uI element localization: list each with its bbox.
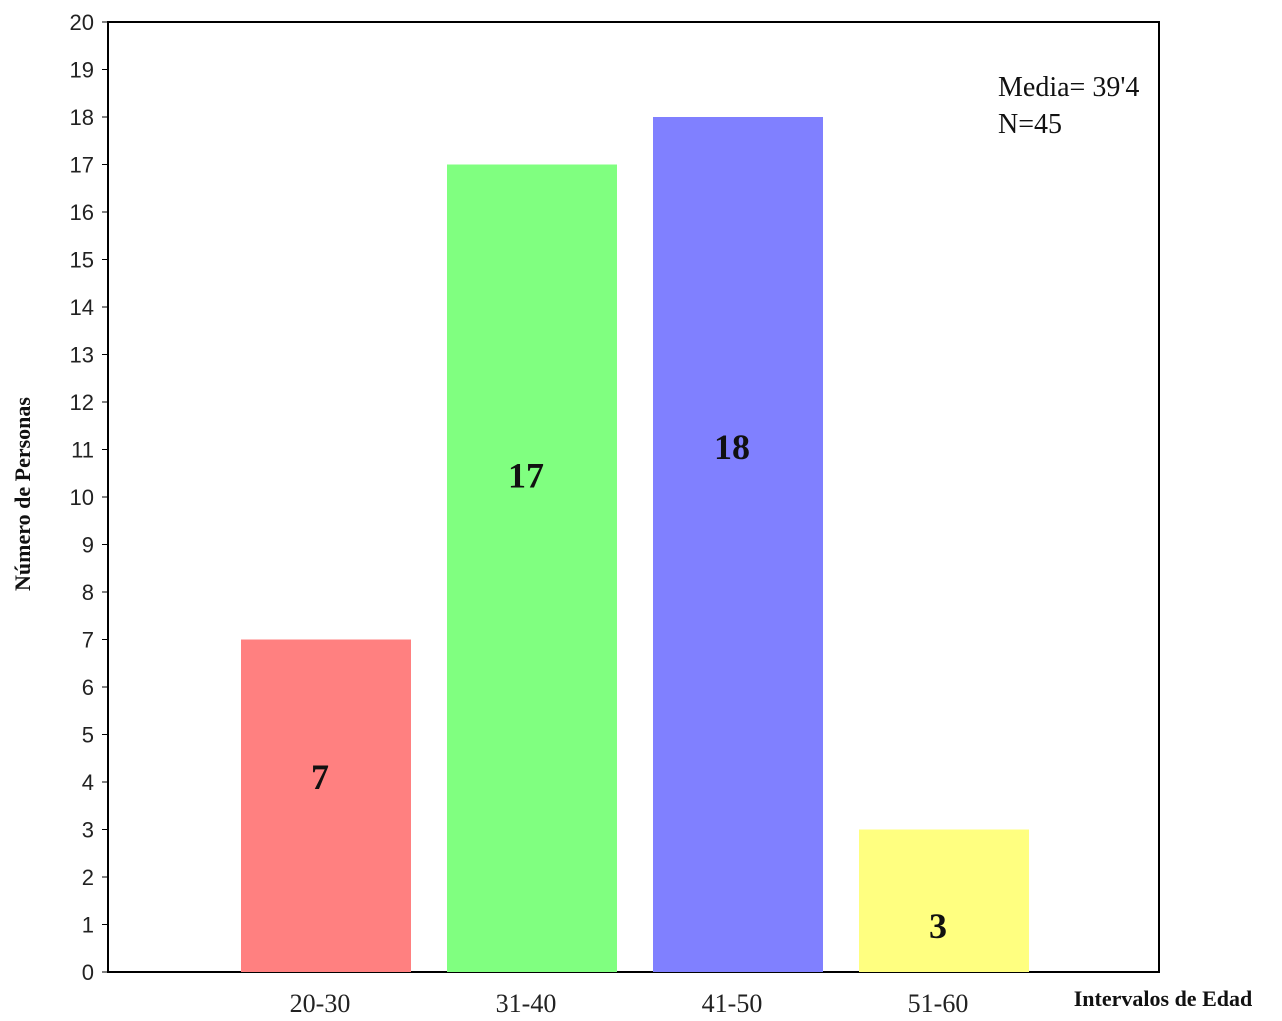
y-tick-label: 18 [70, 105, 94, 130]
y-tick-label: 11 [71, 438, 94, 463]
y-tick-label: 16 [70, 200, 94, 225]
x-ticks: 20-30 31-40 41-50 51-60 [290, 989, 969, 1018]
bar-31-40 [447, 164, 617, 972]
y-tick-label: 20 [70, 10, 94, 35]
y-tick-label: 14 [70, 295, 94, 320]
y-tick-label: 2 [82, 865, 94, 890]
data-label-41-50: 18 [714, 427, 750, 467]
y-tick-label: 3 [82, 818, 94, 843]
y-tick-label: 4 [82, 770, 94, 795]
y-tick-label: 17 [70, 153, 94, 178]
data-label-31-40: 17 [508, 456, 544, 496]
x-axis-title: Intervalos de Edad [1074, 986, 1252, 1011]
annotation-n: N=45 [998, 109, 1062, 140]
y-tick-label: 0 [82, 960, 94, 985]
y-tick-label: 6 [82, 675, 94, 700]
x-tick-label: 41-50 [702, 989, 763, 1018]
bar-51-60 [859, 829, 1029, 972]
x-tick-label: 20-30 [290, 989, 351, 1018]
y-tick-label: 15 [70, 248, 94, 273]
y-tick-label: 10 [70, 485, 94, 510]
y-tick-label: 13 [70, 343, 94, 368]
y-tick-label: 9 [82, 533, 94, 558]
x-tick-label: 51-60 [908, 989, 969, 1018]
bars: 7 17 18 3 [241, 117, 1029, 972]
data-label-20-30: 7 [311, 757, 329, 797]
y-tick-label: 5 [82, 723, 94, 748]
y-tick-label: 7 [82, 628, 94, 653]
x-tick-label: 31-40 [496, 989, 557, 1018]
bar-20-30 [241, 639, 411, 972]
y-tick-label: 1 [82, 913, 94, 938]
y-tick-label: 8 [82, 580, 94, 605]
annotation-mean: Media= 39'4 [998, 72, 1139, 103]
y-axis-title: Número de Personas [10, 397, 35, 591]
data-label-51-60: 3 [929, 906, 947, 946]
y-tick-label: 12 [70, 390, 94, 415]
bar-41-50 [653, 117, 823, 972]
y-tick-label: 19 [70, 58, 94, 83]
